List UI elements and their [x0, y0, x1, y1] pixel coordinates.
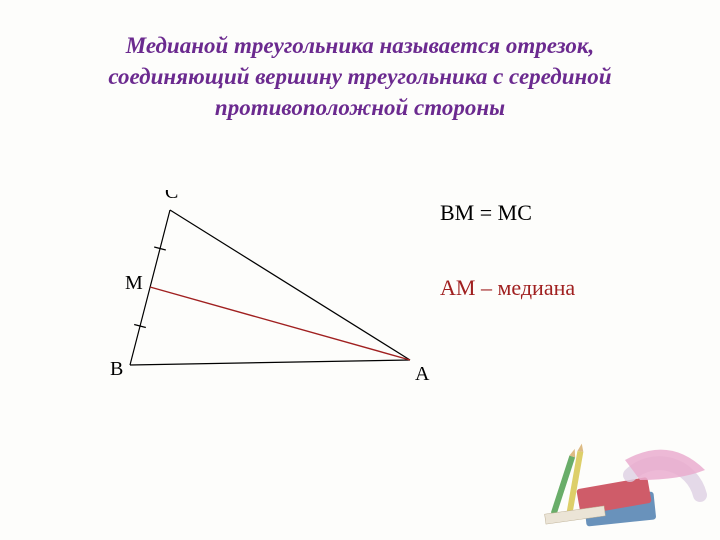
median-statement: АМ – медиана: [440, 275, 575, 301]
definition-title: Медианой треугольника называется отрезок…: [0, 0, 720, 133]
svg-text:B: B: [110, 358, 123, 380]
title-text: Медианой треугольника называется отрезок…: [108, 33, 611, 120]
svg-text:M: M: [125, 272, 143, 294]
statement-content: АМ – медиана: [440, 275, 575, 300]
decoration-svg: [530, 425, 710, 535]
svg-text:C: C: [165, 190, 178, 203]
equation-content: ВМ = МС: [440, 200, 532, 225]
triangle-diagram: A B C M: [90, 190, 440, 430]
equation-text: ВМ = МС: [440, 200, 532, 226]
school-supplies-decoration: [530, 425, 710, 535]
triangle-svg: A B C M: [90, 190, 440, 430]
svg-text:A: A: [415, 363, 430, 385]
